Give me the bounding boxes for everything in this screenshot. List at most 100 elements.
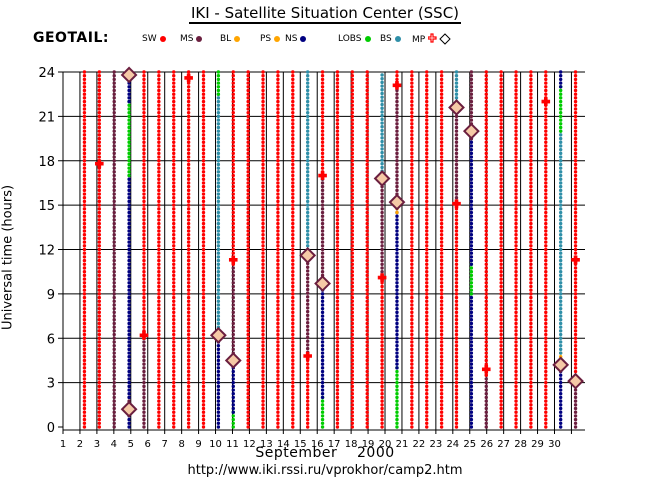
region-dot: [499, 303, 503, 307]
region-dot: [573, 196, 578, 200]
region-dot: [439, 110, 444, 115]
region-dot: [499, 258, 503, 263]
region-dot: [514, 73, 518, 78]
region-dot: [216, 107, 221, 111]
region-dot: [544, 417, 548, 422]
region-dot: [573, 133, 578, 137]
region-dot: [112, 229, 116, 233]
region-dot: [454, 159, 459, 163]
region-dot: [201, 247, 206, 252]
region-dot: [558, 192, 563, 196]
region-dot: [439, 151, 444, 156]
region-dot: [157, 369, 161, 374]
region-dot: [335, 92, 340, 96]
region-dot: [82, 122, 87, 126]
region-dot: [112, 218, 116, 222]
region-dot: [231, 199, 235, 204]
region-dot: [261, 406, 265, 411]
region-dot: [276, 399, 280, 403]
region-dot: [380, 410, 384, 414]
region-dot: [276, 306, 280, 311]
region-dot: [320, 403, 325, 407]
region-dot: [529, 321, 533, 326]
region-dot: [82, 380, 87, 385]
region-dot: [320, 269, 325, 274]
region-dot: [112, 107, 116, 111]
region-dot: [499, 318, 503, 322]
region-dot: [246, 343, 250, 348]
region-dot: [529, 336, 533, 340]
region-dot: [157, 192, 161, 196]
region-dot: [157, 292, 161, 296]
region-dot: [544, 403, 548, 407]
x-tick-label: 1: [60, 439, 66, 450]
region-dot: [186, 306, 191, 311]
region-dot: [112, 244, 116, 248]
region-dot: [320, 114, 325, 119]
region-dot: [499, 247, 503, 252]
region-dot: [97, 362, 102, 366]
region-dot: [335, 192, 340, 196]
region-dot: [484, 277, 488, 281]
region-dot: [172, 295, 176, 300]
region-dot: [186, 251, 191, 255]
bow-shock-marker: [452, 199, 461, 208]
region-dot: [142, 133, 146, 137]
region-dot: [365, 284, 369, 289]
x-tick-label: 3: [94, 439, 100, 450]
region-dot: [276, 310, 280, 315]
region-dot: [395, 73, 399, 78]
region-dot: [573, 306, 578, 311]
region-dot: [320, 221, 325, 226]
legend-item-ns: NS: [285, 33, 307, 45]
region-dot: [439, 218, 444, 222]
region-dot: [365, 251, 369, 255]
region-dot: [142, 388, 146, 392]
region-dot: [201, 332, 206, 337]
region-dot: [276, 129, 280, 133]
region-dot: [216, 403, 221, 407]
region-dot: [410, 240, 414, 244]
region-dot: [439, 92, 444, 96]
region-dot: [112, 395, 116, 400]
region-dot: [350, 369, 355, 374]
region-dot: [573, 288, 578, 292]
region-dot: [305, 392, 310, 396]
region-dot: [558, 136, 563, 141]
region-dot: [112, 221, 116, 226]
region-dot: [231, 203, 235, 207]
region-dot: [529, 203, 533, 207]
region-dot: [544, 225, 548, 230]
region-dot: [469, 284, 474, 289]
region-dot: [216, 351, 221, 355]
region-dot: [484, 288, 488, 292]
region-dot: [320, 414, 325, 418]
region-dot: [201, 114, 206, 119]
region-dot: [112, 399, 116, 403]
region-dot: [365, 332, 369, 337]
region-dot: [439, 321, 444, 326]
legend-label: PS: [260, 34, 272, 44]
region-dot: [186, 343, 191, 348]
region-dot: [425, 184, 429, 189]
region-dot: [127, 177, 131, 181]
region-dot: [127, 332, 131, 337]
region-dot: [350, 295, 355, 300]
region-dot: [97, 173, 102, 178]
region-dot: [127, 288, 131, 292]
footer-url[interactable]: http://www.iki.rssi.ru/vprokhor/camp2.ht…: [187, 463, 463, 478]
region-dot: [261, 384, 265, 389]
legend-label: SW: [142, 34, 157, 44]
region-dot: [82, 392, 87, 396]
region-dot: [365, 262, 369, 266]
region-dot: [350, 343, 355, 348]
region-dot: [97, 207, 102, 211]
region-dot: [439, 306, 444, 311]
region-dot: [529, 247, 533, 252]
region-dot: [97, 351, 102, 355]
region-dot: [425, 388, 429, 392]
region-dot: [499, 173, 503, 178]
region-dot: [469, 306, 474, 311]
region-dot: [558, 380, 563, 385]
region-dot: [454, 118, 459, 122]
